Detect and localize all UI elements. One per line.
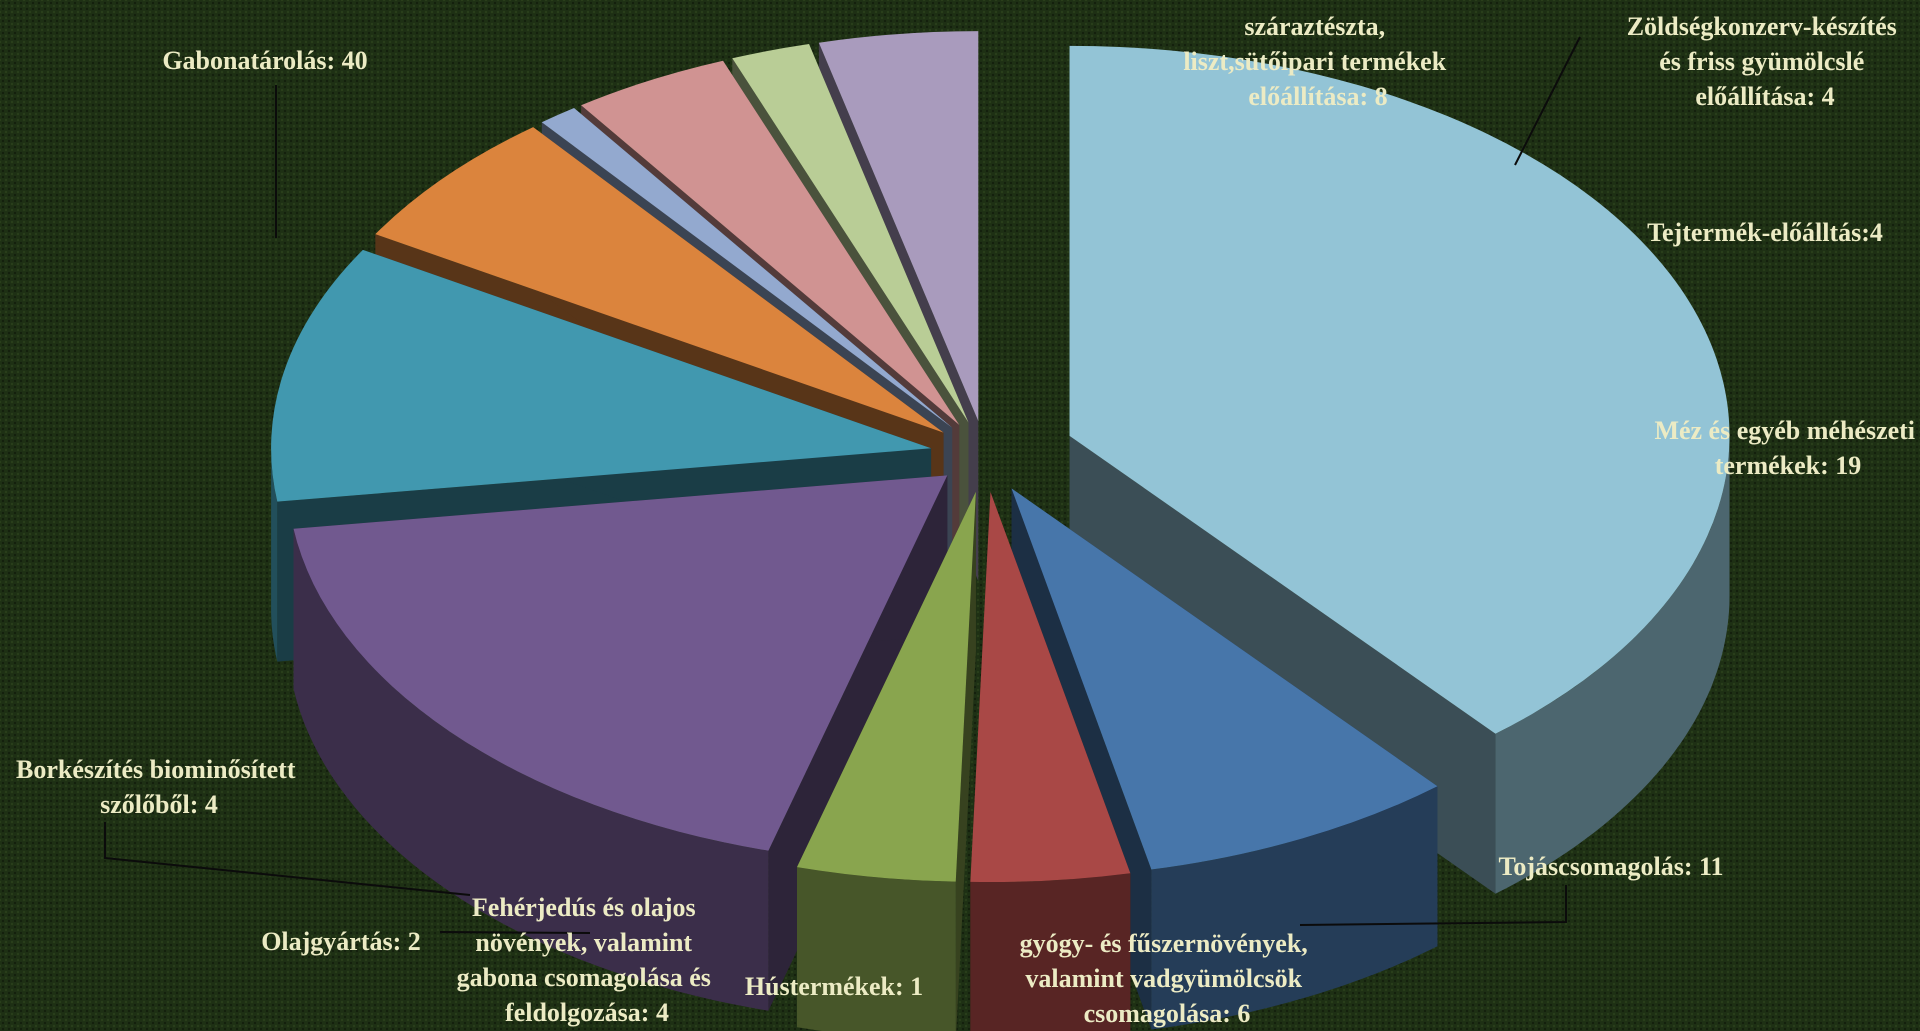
pie-slice-top-2: [970, 492, 1131, 883]
pie-slice-top-5: [271, 249, 932, 502]
pie-slice-side-1: [1151, 786, 1438, 1030]
pie-slice-top-3: [796, 491, 976, 882]
data-label-bor: Borkészítés biominősített szőlőből: 4: [16, 755, 302, 819]
data-label-feherjedus: Fehérjedús és olajos növények, valamint …: [457, 893, 718, 1027]
pie-slice-top-4: [293, 475, 948, 851]
data-label-gyogy: gyógy- és fűszernövények, valamint vadgy…: [1020, 929, 1315, 1028]
leader-line-zoldseg: [1514, 36, 1581, 166]
pie-slice-top-8: [581, 60, 960, 425]
pie-slice-top-0: [1069, 45, 1730, 734]
data-label-hus: Hústermékek: 1: [745, 972, 923, 1001]
pie-slice-side-3: [797, 867, 956, 1031]
pie-slice-1: [1011, 488, 1438, 1030]
pie-slice-top-7: [541, 108, 953, 428]
pie-slice-top-6: [375, 127, 944, 433]
data-label-mez: Méz és egyéb méhészeti termékek: 19: [1654, 416, 1920, 480]
pie-slice-2: [970, 492, 1131, 1031]
data-label-tejtermek: Tejtermék-előálltás:4: [1647, 218, 1883, 247]
leader-lines: [104, 36, 1581, 934]
pie-slices: [271, 31, 1730, 1031]
leader-line-olaj: [439, 931, 591, 934]
pie-slice-side-4: [293, 528, 769, 1011]
data-label-gabona: Gabonatárolás: 40: [162, 46, 367, 75]
data-label-tojas: Tojáscsomagolás: 11: [1498, 852, 1723, 881]
data-label-szarazteszta: száraztészta, liszt,sütőipari termékek e…: [1183, 12, 1452, 111]
leader-line-bor: [104, 822, 471, 896]
pie-slice-side-0: [1495, 435, 1730, 894]
pie-slice-top-9: [732, 44, 969, 423]
pie-slice-side-5: [271, 448, 278, 662]
pie-slice-top-10: [818, 31, 979, 422]
data-labels: Gabonatárolás: 40 száraztészta, liszt,sü…: [16, 12, 1920, 1028]
leader-line-tojas: [1299, 885, 1567, 926]
pie-slice-3: [796, 491, 976, 1031]
data-label-olaj: Olajgyártás: 2: [261, 927, 421, 956]
pie-slice-side-2: [970, 873, 1131, 1031]
pie-slice-top-1: [1011, 488, 1438, 870]
data-label-zoldseg: Zöldségkonzerv-készítés és friss gyümölc…: [1627, 12, 1904, 111]
